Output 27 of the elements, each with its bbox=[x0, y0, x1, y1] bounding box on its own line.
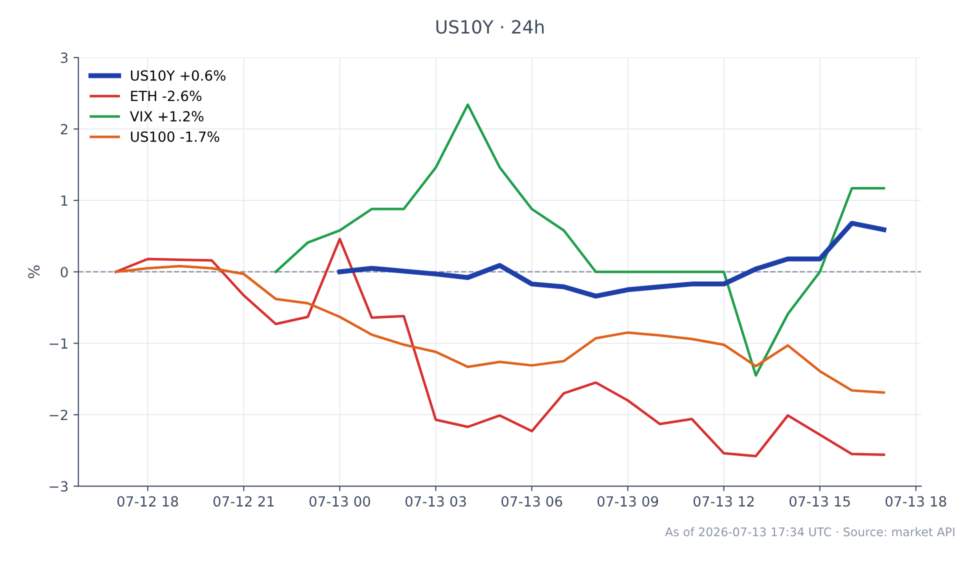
y-tick-label: 2 bbox=[60, 124, 68, 134]
y-tick-label: 3 bbox=[60, 52, 68, 63]
legend-label: US10Y +0.6% bbox=[130, 70, 226, 81]
y-axis-title: % bbox=[28, 265, 40, 278]
x-tick-label: 07-13 09 bbox=[598, 496, 658, 507]
y-tick-label: 1 bbox=[61, 196, 68, 206]
x-tick-label: 07-13 18 bbox=[886, 496, 946, 507]
x-tick-label: 07-13 03 bbox=[405, 496, 466, 507]
y-tick-label: 0 bbox=[60, 266, 68, 278]
legend-label: VIX +1.2% bbox=[130, 111, 204, 122]
line-series bbox=[114, 238, 886, 458]
line-series bbox=[337, 220, 886, 299]
y-tick-label: −1 bbox=[50, 338, 68, 349]
line-series bbox=[114, 264, 886, 394]
x-tick-label: 07-13 12 bbox=[694, 496, 754, 507]
y-tick-label: −3 bbox=[50, 481, 68, 492]
legend-label: US100 -1.7% bbox=[130, 131, 220, 142]
x-tick-label: 07-13 00 bbox=[309, 496, 370, 507]
x-tick-label: 07-13 06 bbox=[502, 496, 562, 507]
x-tick-label: 07-13 15 bbox=[790, 496, 850, 507]
line-series bbox=[274, 103, 886, 377]
text: As of 2026-07-13 17:34 UTC · Source: market API bbox=[665, 527, 954, 536]
y-tick-label: −2 bbox=[50, 410, 68, 420]
legend-label: ETH -2.6% bbox=[131, 90, 202, 102]
x-tick-label: 07-12 18 bbox=[117, 496, 178, 507]
chart-title: US10Y · 24h bbox=[436, 20, 544, 34]
x-tick-label: 07-12 21 bbox=[213, 496, 274, 507]
